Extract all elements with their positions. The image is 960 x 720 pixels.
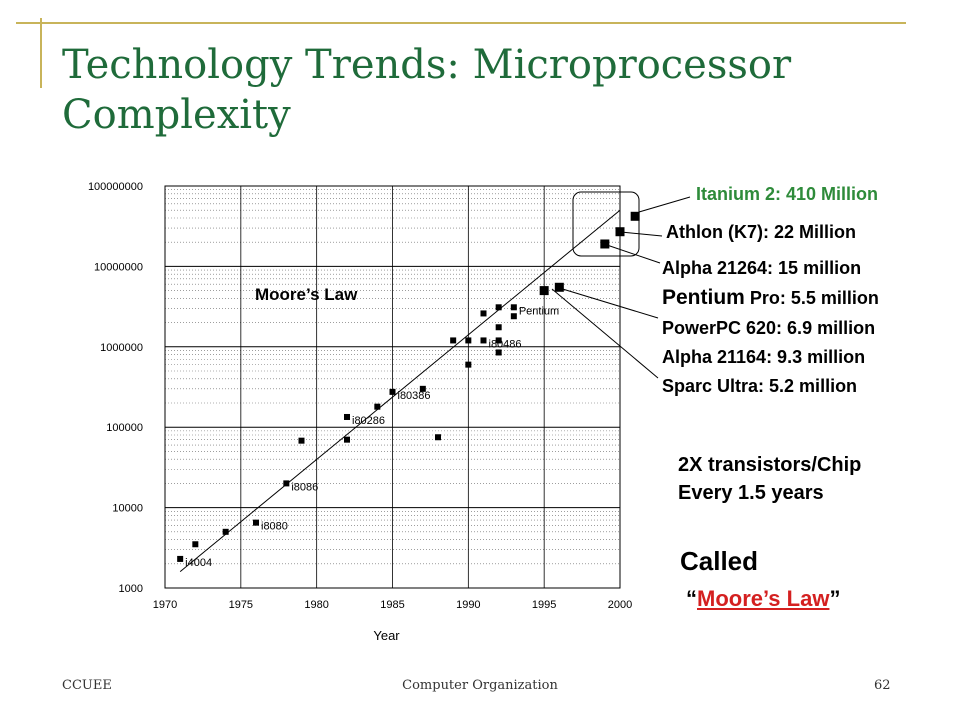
callout-connector-line bbox=[603, 243, 661, 264]
callout-sparc-ultra: Sparc Ultra: 5.2 million bbox=[662, 376, 858, 396]
data-point bbox=[539, 286, 549, 296]
decorative-horizontal-bar bbox=[16, 22, 906, 24]
note-called: Called bbox=[680, 546, 759, 576]
y-tick-label: 100000000 bbox=[88, 181, 143, 193]
recent-processors-highlight-box bbox=[572, 191, 640, 257]
footer-left: CCUEE bbox=[62, 678, 112, 693]
callout-athlon: Athlon (K7): 22 Million bbox=[666, 222, 856, 242]
callout-connector-line bbox=[551, 288, 659, 379]
data-point bbox=[419, 385, 426, 392]
x-tick-label: 2000 bbox=[608, 599, 632, 611]
callout-powerpc: PowerPC 620: 6.9 million bbox=[662, 318, 876, 338]
data-point bbox=[465, 337, 472, 344]
data-point-label: Pentium bbox=[519, 305, 559, 317]
data-point-label: i80286 bbox=[352, 415, 385, 427]
data-point bbox=[374, 403, 381, 410]
note-moores-law-quote: “Moore’s Law” bbox=[686, 586, 840, 612]
slide-title: Technology Trends: Microprocessor Comple… bbox=[62, 42, 792, 138]
callout-pentium-pro: Pentium Pro: 5.5 million bbox=[662, 286, 879, 310]
quote-open: “ bbox=[686, 586, 697, 611]
x-axis-label: Year bbox=[373, 628, 400, 643]
x-tick-label: 1975 bbox=[229, 599, 253, 611]
data-point bbox=[450, 337, 457, 344]
data-point bbox=[344, 413, 350, 420]
data-point-label: i8086 bbox=[291, 481, 318, 493]
note-period: Every 1.5 years bbox=[678, 482, 824, 504]
data-point bbox=[630, 211, 640, 221]
data-point bbox=[283, 480, 290, 487]
data-point bbox=[222, 528, 229, 535]
data-point bbox=[510, 313, 517, 320]
data-point bbox=[554, 282, 564, 292]
data-point bbox=[495, 337, 502, 344]
data-point bbox=[510, 304, 517, 311]
data-point bbox=[435, 434, 441, 441]
callout-connector-line bbox=[638, 196, 691, 213]
data-point-label: i80486 bbox=[489, 338, 522, 350]
x-tick-label: 1990 bbox=[456, 599, 480, 611]
data-point-label: i80386 bbox=[398, 390, 431, 402]
x-tick-label: 1980 bbox=[304, 599, 328, 611]
callout-pentium-pro-count: Pro: 5.5 million bbox=[744, 288, 879, 308]
moores-law-trend-line bbox=[179, 209, 621, 572]
y-tick-label: 100000 bbox=[106, 422, 143, 434]
data-point bbox=[344, 436, 350, 443]
data-point bbox=[465, 361, 472, 368]
x-tick-label: 1970 bbox=[153, 599, 177, 611]
data-point bbox=[495, 324, 502, 331]
callout-alpha-21264: Alpha 21264: 15 million bbox=[662, 258, 862, 278]
decorative-vertical-bar bbox=[40, 18, 42, 88]
data-point bbox=[177, 555, 184, 562]
moores-law-link-text: Moore’s Law bbox=[697, 586, 830, 611]
data-point bbox=[615, 227, 625, 237]
data-point bbox=[389, 388, 396, 395]
moores-law-trend-label: Moore’s Law bbox=[255, 285, 358, 304]
callout-pentium-pro-name: Pentium bbox=[662, 286, 745, 309]
x-tick-label: 1985 bbox=[380, 599, 404, 611]
callout-itanium: Itanium 2: 410 Million bbox=[696, 184, 879, 204]
data-point bbox=[480, 337, 487, 344]
y-tick-label: 1000 bbox=[119, 583, 143, 595]
callout-alpha-21164: Alpha 21164: 9.3 million bbox=[662, 347, 866, 367]
y-tick-label: 10000000 bbox=[94, 261, 143, 273]
data-point bbox=[495, 304, 502, 311]
quote-close: ” bbox=[829, 586, 841, 611]
y-tick-label: 1000000 bbox=[100, 342, 143, 354]
data-point bbox=[495, 349, 502, 356]
x-tick-label: 1995 bbox=[532, 599, 556, 611]
data-point-label: i4004 bbox=[185, 557, 212, 569]
data-point bbox=[298, 437, 305, 444]
footer-center: Computer Organization bbox=[402, 678, 558, 693]
y-tick-label: 10000 bbox=[112, 503, 143, 515]
callout-connector-line bbox=[555, 286, 659, 319]
callout-connector-line bbox=[620, 231, 663, 237]
footer-page-number: 62 bbox=[874, 678, 891, 693]
note-doubling: 2X transistors/Chip bbox=[678, 454, 862, 476]
data-point bbox=[253, 519, 259, 526]
data-point-label: i8080 bbox=[261, 521, 288, 533]
data-point bbox=[480, 310, 487, 317]
data-point bbox=[192, 541, 199, 548]
